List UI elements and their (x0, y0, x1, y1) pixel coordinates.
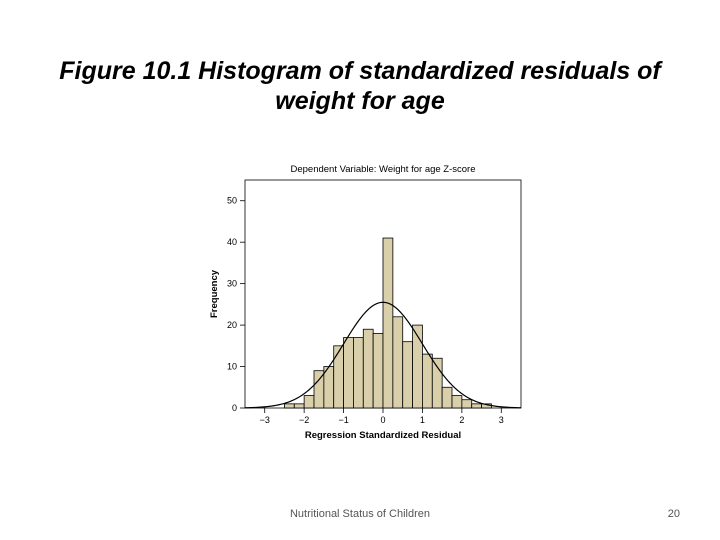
chart-title: Dependent Variable: Weight for age Z-sco… (291, 164, 476, 175)
histogram-bar (382, 237, 394, 409)
x-tick-label: 2 (459, 415, 464, 425)
histogram-bar (451, 395, 463, 409)
histogram-bar (362, 328, 374, 409)
x-tick-label: 3 (499, 415, 504, 425)
normal-curve (244, 301, 522, 409)
histogram-bar (303, 395, 315, 409)
histogram-bar (293, 403, 305, 409)
page-number: 20 (667, 508, 680, 520)
y-tick-label: 10 (227, 362, 237, 372)
x-tick-label: 0 (380, 415, 385, 425)
histogram-bars (284, 237, 492, 409)
x-axis: −3 −2 −1 0 1 2 3 (260, 408, 504, 425)
x-tick-label: −2 (299, 415, 309, 425)
histogram-bar (392, 316, 404, 409)
x-axis-label: Regression Standardized Residual (305, 430, 461, 441)
histogram-bar (353, 337, 364, 409)
y-tick-label: 0 (232, 403, 237, 413)
histogram-bar (461, 399, 473, 409)
y-tick-label: 50 (227, 196, 237, 206)
footer-text: Nutritional Status of Children (289, 508, 430, 520)
histogram-bar (412, 324, 423, 409)
normal-curve-line (244, 301, 522, 409)
histogram-bar (372, 332, 384, 409)
histogram-bar (431, 357, 443, 409)
histogram-chart: Dependent Variable: Weight for age Z-sco… (209, 164, 522, 441)
histogram-bar (441, 386, 453, 409)
histogram-bar (402, 341, 413, 409)
y-axis-label: Frequency (209, 269, 220, 318)
x-tick-label: 1 (420, 415, 425, 425)
y-tick-label: 30 (227, 279, 237, 289)
histogram-bar (333, 345, 344, 409)
histogram-bar (323, 366, 335, 409)
y-tick-label: 40 (227, 237, 237, 247)
histogram-bar (284, 403, 295, 409)
histogram-bar (343, 337, 354, 409)
y-tick-label: 20 (227, 320, 237, 330)
x-tick-label: −3 (260, 415, 270, 425)
histogram-bar (422, 353, 433, 409)
slide-title: Figure 10.1 Histogram of standardized re… (59, 57, 661, 115)
y-axis: 0 10 20 30 40 50 (227, 196, 245, 413)
histogram-bar (471, 403, 482, 409)
x-tick-label: −1 (338, 415, 348, 425)
